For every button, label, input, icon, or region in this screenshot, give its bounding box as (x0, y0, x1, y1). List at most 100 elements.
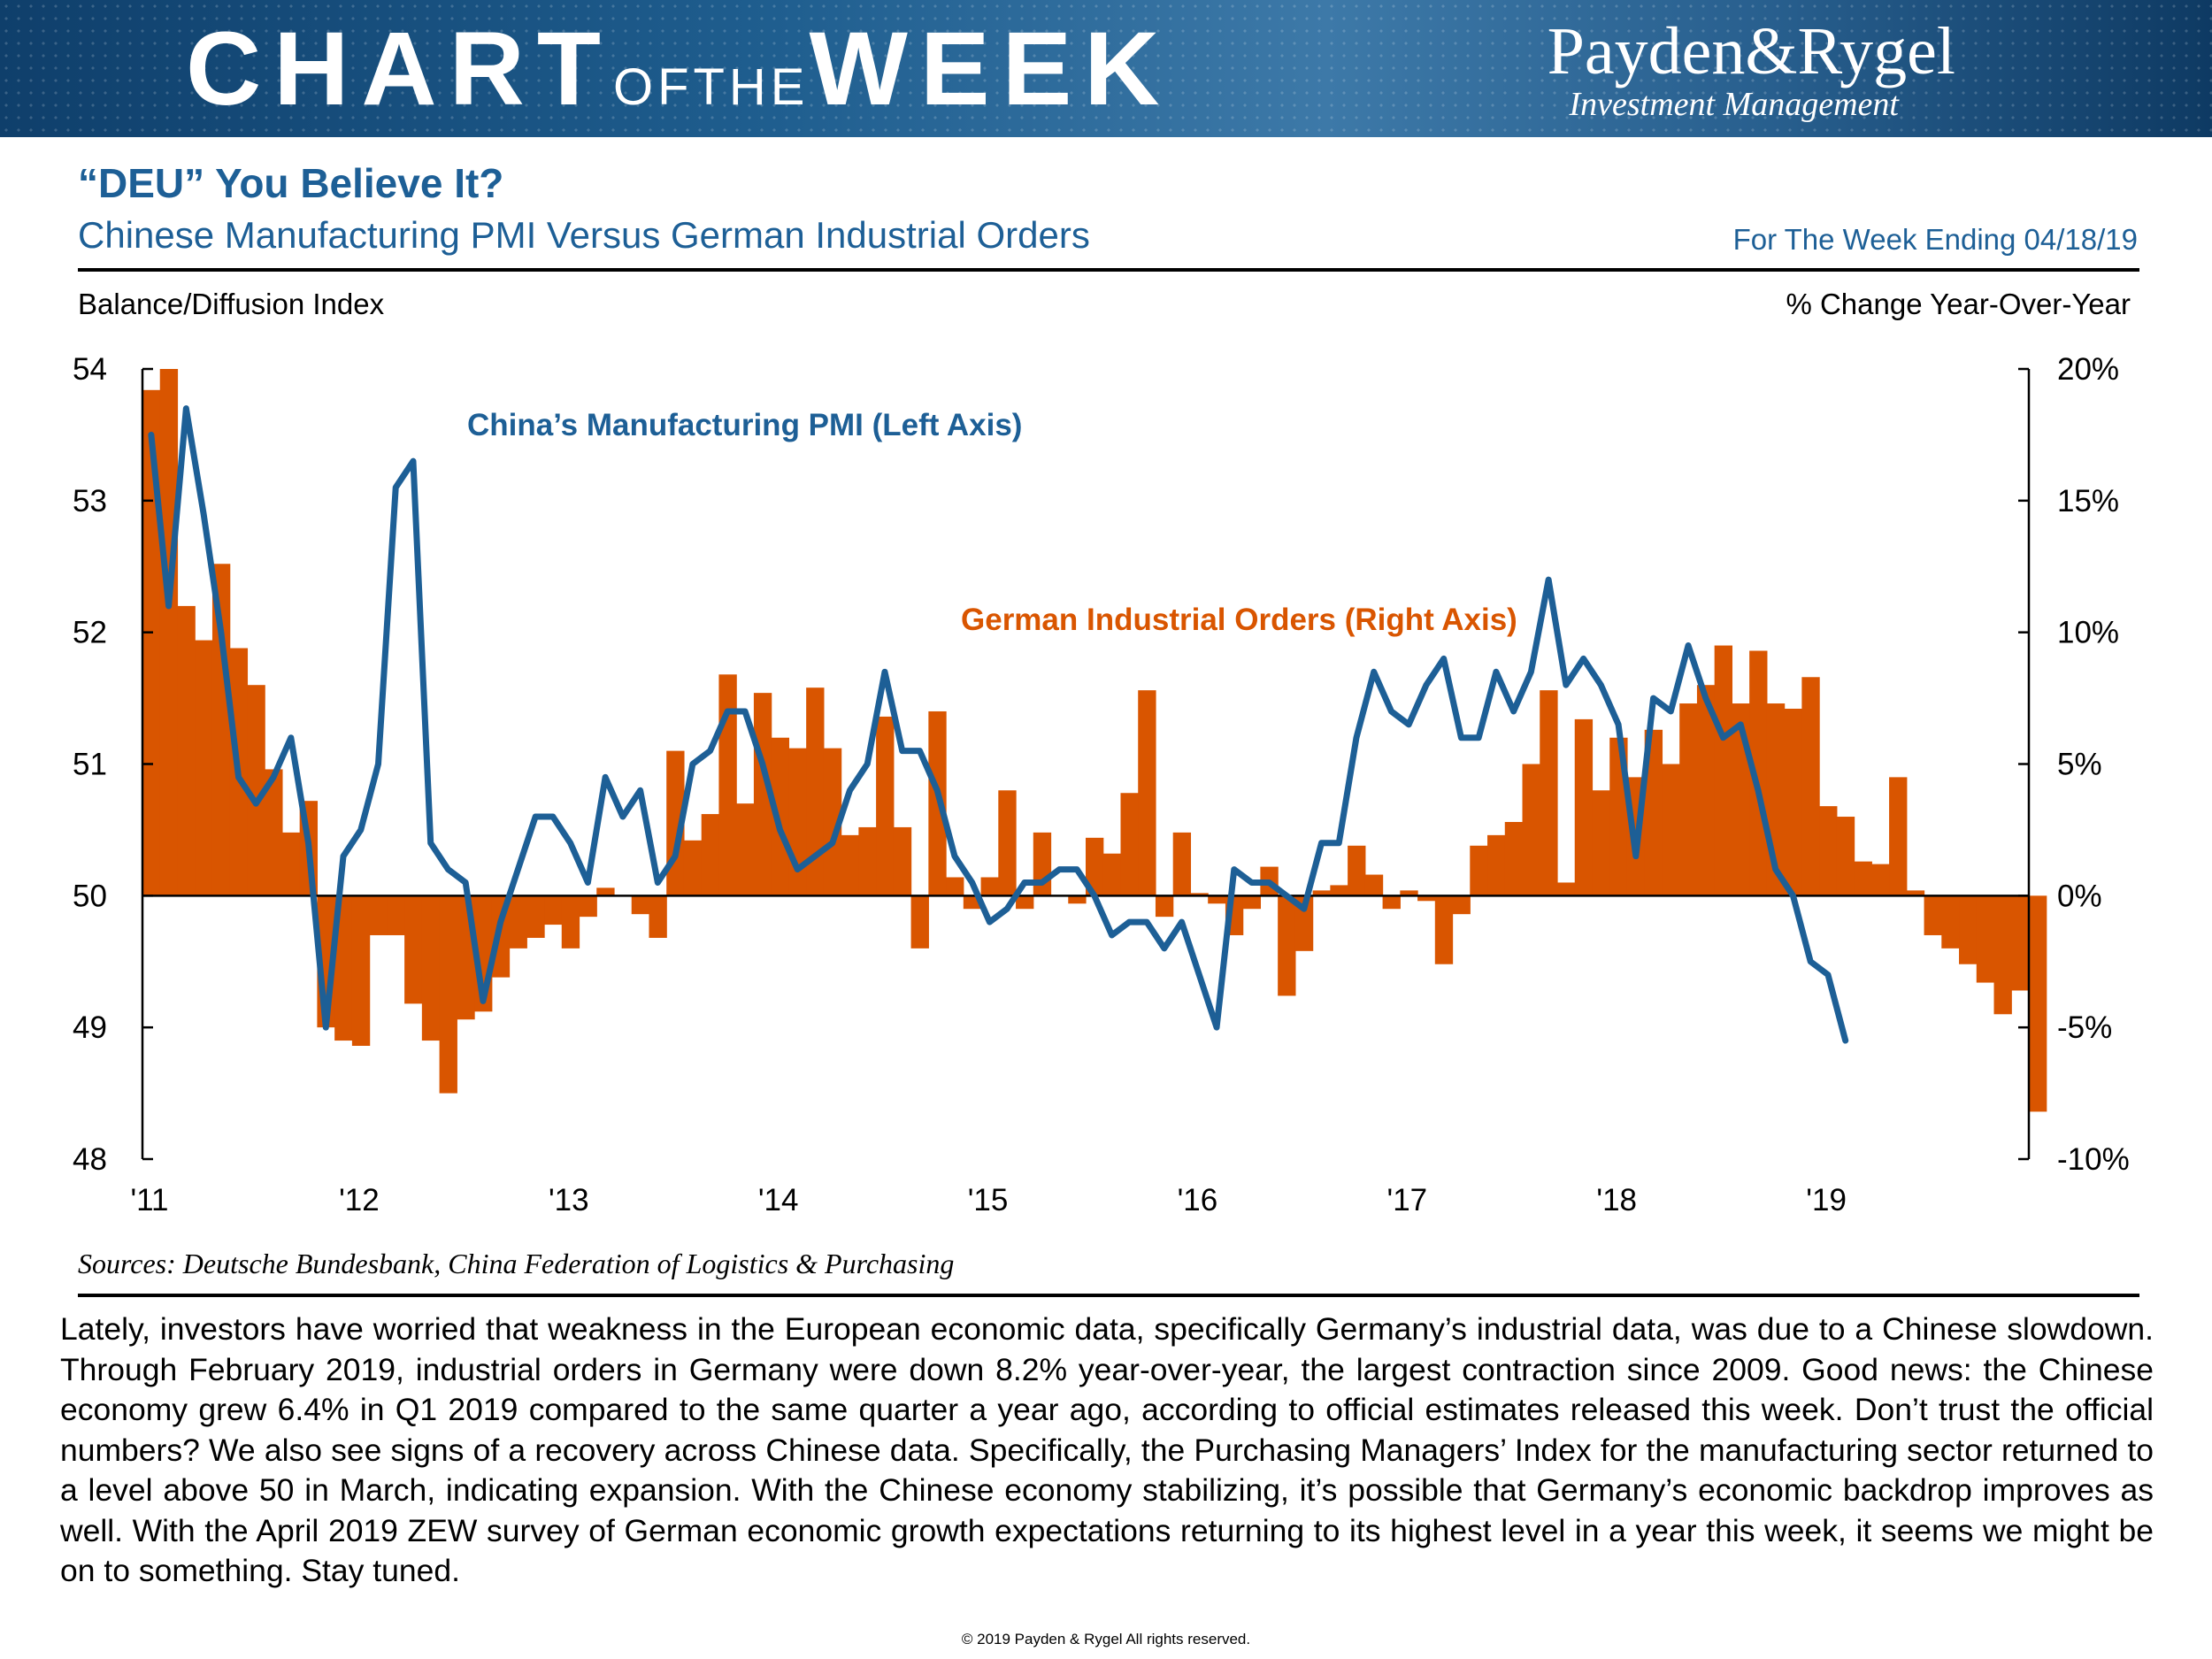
orders-bar (1242, 895, 1262, 910)
x-tick-label: '17 (1387, 1183, 1428, 1217)
orders-bar (2029, 895, 2047, 1112)
orders-bar (980, 877, 999, 896)
orders-bar (1102, 853, 1122, 896)
orders-bar (439, 895, 457, 1094)
orders-bar (1348, 845, 1366, 896)
right-tick-label: 0% (2057, 879, 2102, 913)
orders-bar (387, 895, 405, 935)
sources-note: Sources: Deutsche Bundesbank, China Fede… (78, 1248, 955, 1279)
right-tick-label: 20% (2057, 352, 2119, 387)
orders-bar (2011, 895, 2030, 991)
orders-bar (771, 737, 790, 896)
orders-bar (561, 895, 580, 949)
orders-bars (142, 369, 2047, 1112)
orders-bar (1662, 764, 1680, 896)
left-tick-label: 52 (73, 616, 107, 650)
orders-bar (1382, 895, 1401, 910)
right-tick-label: 10% (2057, 616, 2119, 650)
orders-bar (893, 826, 912, 896)
orders-bar (1574, 718, 1594, 896)
orders-bar (1714, 645, 1733, 896)
x-tick-label: '12 (339, 1183, 380, 1217)
orders-bar (1784, 708, 1802, 896)
x-tick-label: '13 (549, 1183, 589, 1217)
orders-bar (858, 826, 877, 896)
left-tick-label: 48 (73, 1142, 107, 1177)
orders-bar (1976, 895, 1995, 983)
orders-bar (1557, 882, 1576, 896)
orders-bar (1540, 690, 1558, 896)
orders-bar (718, 674, 737, 896)
orders-bar (1330, 885, 1348, 896)
orders-bar (946, 877, 964, 896)
orders-bar (1278, 895, 1296, 996)
orders-bar (806, 687, 825, 896)
right-tick-label: 5% (2057, 748, 2102, 782)
orders-bar (1522, 764, 1540, 896)
pmi-series-label: China’s Manufacturing PMI (Left Axis) (467, 408, 1022, 442)
orders-bar (1592, 790, 1610, 896)
orders-bar (1208, 895, 1226, 904)
pmi-line (148, 405, 1849, 1044)
orders-bar (841, 834, 859, 896)
banner-texture (0, 0, 2212, 137)
x-tick-label: '14 (758, 1183, 799, 1217)
orders-bar (823, 748, 842, 896)
orders-bar (1172, 832, 1192, 896)
left-axis-caption: Balance/Diffusion Index (78, 288, 385, 320)
right-tick-label: -5% (2057, 1010, 2112, 1045)
brand-word-week: WEEK (809, 11, 1172, 127)
x-tick-label: '15 (968, 1183, 1009, 1217)
left-tick-label: 53 (73, 484, 107, 518)
orders-bar (142, 389, 161, 896)
orders-bar (1086, 837, 1104, 896)
x-tick-label: '16 (1178, 1183, 1218, 1217)
orders-bar (1854, 861, 1872, 896)
orders-bar (1138, 690, 1156, 896)
orders-bar (683, 840, 703, 896)
orders-bar (1924, 895, 1942, 935)
orders-bar (1312, 890, 1331, 896)
orders-bar (544, 895, 563, 926)
orders-bar (1190, 893, 1209, 896)
x-tick-label: '18 (1596, 1183, 1637, 1217)
right-axis-ticks: 20% 15% 10% 5% 0% -5% -10% (2018, 352, 2130, 1177)
orders-bar (1836, 817, 1855, 896)
chart-of-the-week-logo: CHARTOFTHEWEEK (186, 16, 1172, 122)
logo-subtitle: Investment Management (1569, 86, 1900, 123)
orders-bar (1941, 895, 1960, 949)
orders-bar (421, 895, 441, 1041)
orders-bar (910, 895, 929, 949)
orders-bar (1696, 685, 1716, 896)
orders-bar (1819, 806, 1838, 896)
orders-bar (281, 832, 301, 896)
orders-bar (509, 895, 527, 949)
orders-bar (1906, 890, 1925, 896)
orders-bar (1889, 777, 1908, 896)
left-tick-label: 50 (73, 879, 107, 913)
left-axis-ticks: 54 53 52 51 50 49 48 (73, 352, 153, 1177)
orders-bar (928, 710, 947, 896)
x-axis-ticks: '11 '12 '13 '14 '15 '16 '17 '18 '19 (130, 1183, 1846, 1217)
orders-bar (369, 895, 388, 935)
orders-bar (1959, 895, 1978, 964)
right-tick-label: -10% (2057, 1142, 2130, 1177)
orders-bar (631, 895, 650, 915)
commentary-text: Lately, investors have worried that weak… (60, 1311, 2154, 1588)
orders-bar (1033, 832, 1052, 896)
orders-bar (334, 895, 353, 1041)
orders-bar (876, 716, 895, 896)
orders-bar (1452, 895, 1471, 915)
right-axis-caption: % Change Year-Over-Year (1786, 288, 2131, 320)
orders-bar (1504, 821, 1524, 896)
orders-bar (1068, 895, 1087, 904)
logo-name: Payden&Rygel (1547, 14, 1955, 88)
orders-bar (1434, 895, 1454, 964)
orders-bar (1470, 845, 1488, 896)
banner: CHARTOFTHEWEEK Payden&Rygel Investment M… (0, 0, 2212, 137)
orders-bar (1364, 874, 1384, 896)
orders-bar (649, 895, 667, 938)
orders-bar (1749, 650, 1768, 896)
orders-bar (195, 640, 213, 896)
